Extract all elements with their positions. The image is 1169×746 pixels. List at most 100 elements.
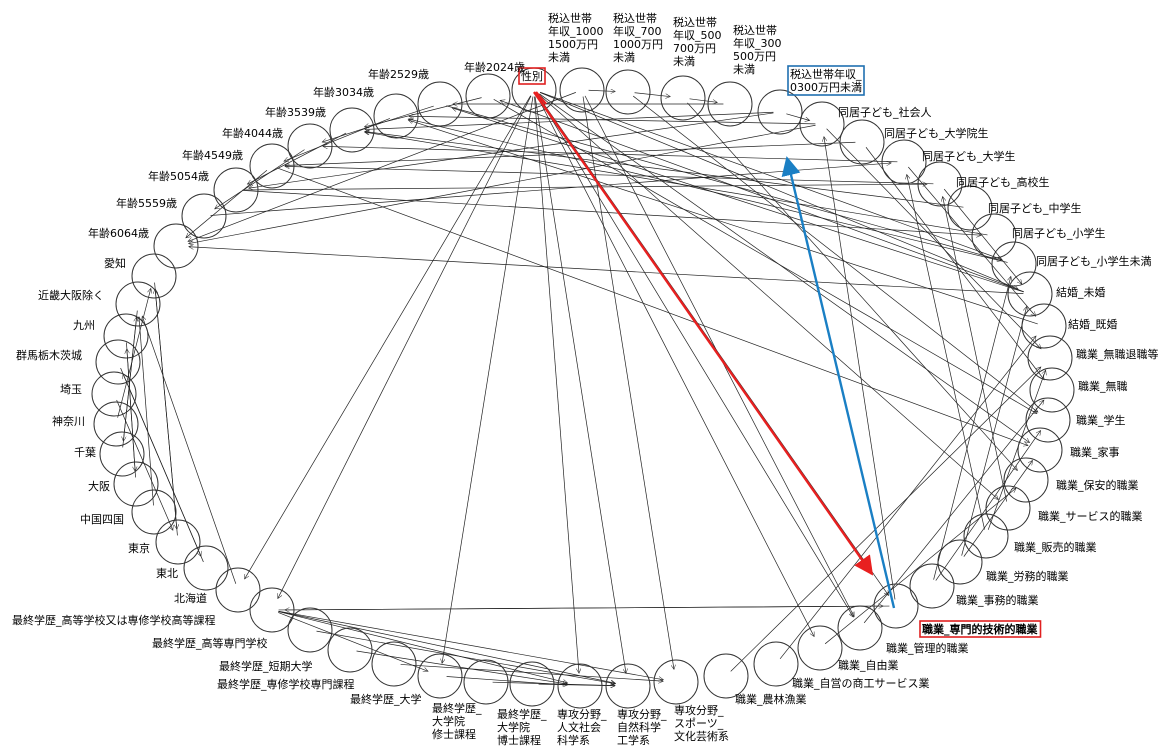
label-kid_dai: 同居子ども_大学生 [922, 149, 1016, 163]
label-job_kanri-line: 職業_管理的職業 [886, 641, 969, 655]
node-edu_sen-label: 最終学歴_高等専門学校 [152, 636, 268, 650]
label-kanagawa-line: 神奈川 [52, 414, 85, 428]
node-major_art-label: 専攻分野_スポーツ_文化芸術系 [674, 703, 729, 743]
label-tokyo-line: 東京 [128, 541, 150, 555]
label-major_sci-line: 工学系 [617, 733, 650, 746]
node-job_kaji-circle [1017, 427, 1063, 473]
edge-job_jimu-to-job_gakusei [935, 431, 1041, 581]
label-seibetsu: 性別 [521, 69, 543, 83]
edge-hokkaido-to-kinki [142, 316, 237, 584]
label-tohoku: 東北 [156, 567, 178, 580]
node-age4044-circle [287, 123, 333, 169]
edge-edu_tan-to-major_hum [356, 650, 567, 684]
label-edu_doctor-line: 大学院 [497, 720, 530, 734]
edge-mikon-to-age2024 [500, 101, 1024, 293]
edge-job_romu-to-mikon [961, 307, 1027, 556]
label-major_hum: 専攻分野_人文社会科学系 [557, 707, 607, 746]
node-job_mushoku-circle [1029, 367, 1075, 413]
label-job_jiei-line: 職業_自営の商工サービス業 [792, 676, 930, 690]
label-inc1: 税込世帯年収_1000 1500万円未満 [548, 11, 604, 64]
label-inc4-line: 税込世帯 [733, 23, 777, 37]
label-seibetsu-line: 性別 [521, 69, 543, 83]
label-inc3-line: 700万円 [673, 42, 716, 55]
label-kyushu-line: 九州 [73, 319, 95, 332]
node-job_gakusei-circle [1025, 397, 1071, 443]
label-kid_in: 同居子ども_大学院生 [884, 126, 989, 140]
node-job_jiyu-label: 職業_自由業 [838, 658, 899, 672]
edge-kid_shakai-to-age6064 [189, 124, 816, 243]
label-job_mushoku: 職業_無職 [1078, 379, 1128, 393]
label-age6064-line: 年齢6064歳 [88, 226, 149, 240]
node-age3034-label: 年齢3034歳 [313, 85, 374, 99]
node-kid_ko-label: 同居子ども_高校生 [956, 175, 1050, 189]
edge-kanagawa-to-aichi [117, 289, 151, 418]
label-saitama: 埼玉 [60, 382, 82, 396]
label-edu_doctor-line: 最終学歴_ [497, 707, 547, 721]
label-inc3-line: 税込世帯 [673, 15, 717, 29]
label-chugoku-line: 中国四国 [80, 513, 124, 526]
node-chugoku-label: 中国四国 [80, 513, 124, 526]
node-edu_doctor-label: 最終学歴_大学院博士課程 [497, 707, 547, 746]
node-edu_hs-label: 最終学歴_高等学校又は専修学校高等課程 [12, 613, 216, 627]
edge-saitama-to-tokyo [116, 399, 173, 530]
node-major_sci-label: 専攻分野_自然科学工学系 [617, 707, 667, 746]
label-job_gakusei: 職業_学生 [1076, 413, 1126, 427]
node-chiba-label: 千葉 [74, 445, 96, 459]
label-chiba-line: 千葉 [74, 445, 96, 459]
edge-inc5-to-age5054 [249, 112, 774, 188]
node-job_taishoku-circle [1027, 335, 1073, 381]
node-kid_in-label: 同居子ども_大学院生 [884, 126, 989, 140]
node-kid_mi-label: 同居子ども_小学生未満 [1036, 254, 1152, 268]
node-edu_master-label: 最終学歴_大学院修士課程 [432, 701, 482, 741]
label-inc3-line: 未満 [673, 55, 695, 68]
edge-edu_senmon-to-major_art [400, 664, 663, 681]
label-inc1-line: 税込世帯 [548, 11, 592, 25]
label-age5559-line: 年齢5559歳 [116, 196, 177, 210]
node-edu_dai-label: 最終学歴_大学 [350, 692, 422, 706]
node-age5054-circle [213, 167, 259, 213]
node-kid_shakai-circle [799, 101, 845, 147]
label-inc1-line: 1500万円 [548, 38, 598, 51]
edge-age5054-to-kid_ko [242, 184, 927, 191]
label-kid_shakai-line: 同居子ども_社会人 [838, 105, 932, 119]
node-age4549-circle [249, 143, 295, 189]
node-saitama-circle [91, 371, 137, 417]
label-kid_ko: 同居子ども_高校生 [956, 175, 1050, 189]
label-major_sci-line: 自然科学 [617, 720, 661, 734]
label-kanagawa: 神奈川 [52, 414, 85, 428]
edge-kid_sho-to-age3539 [365, 132, 988, 236]
node-edu_dai-circle [417, 653, 463, 699]
label-age5559: 年齢5559歳 [116, 196, 177, 210]
label-major_art-line: 専攻分野_ [674, 703, 724, 717]
node-edu_tan-label: 最終学歴_短期大学 [219, 659, 313, 673]
label-edu_sen-line: 最終学歴_高等専門学校 [152, 636, 268, 650]
highlight-arrow-blue [781, 156, 896, 609]
label-major_art-line: 文化芸術系 [674, 729, 729, 743]
label-age5054-line: 年齢5054歳 [148, 169, 209, 183]
label-edu_master-line: 修士課程 [432, 727, 476, 741]
node-kinki-circle [115, 281, 161, 327]
edge-age2529-to-kid_mi [446, 105, 1001, 261]
label-job_service-line: 職業_サービス的職業 [1038, 509, 1143, 523]
label-kid_sho-line: 同居子ども_小学生 [1012, 226, 1106, 240]
edge-kid_mi-to-age3034 [409, 119, 1008, 263]
node-inc3-circle [660, 75, 706, 121]
node-job_kanri-label: 職業_管理的職業 [886, 641, 969, 655]
edge-job_hanbai-to-job_taishoku [987, 370, 1045, 530]
label-job_romu: 職業_労務的職業 [986, 569, 1069, 583]
node-kyushu-circle [103, 313, 149, 359]
label-osaka: 大阪 [88, 479, 110, 493]
node-inc2-circle [605, 69, 651, 115]
node-tohoku-circle [183, 545, 229, 591]
highlight-arrow-red [533, 91, 874, 576]
node-inc5-label: 税込世帯年収_ 0300万円未満 [787, 65, 865, 96]
node-aichi-circle [131, 253, 177, 299]
edge-edu_hs-to-major_art [278, 610, 663, 680]
edge-kid_in-to-job_mushoku [865, 147, 1044, 379]
node-major_sci-circle [605, 663, 651, 709]
label-job_taishoku: 職業_無職退職等 [1076, 347, 1159, 361]
node-major_hum-circle [557, 663, 603, 709]
node-job_hoan-label: 職業_保安的職業 [1056, 478, 1139, 492]
label-chiba: 千葉 [74, 445, 96, 459]
